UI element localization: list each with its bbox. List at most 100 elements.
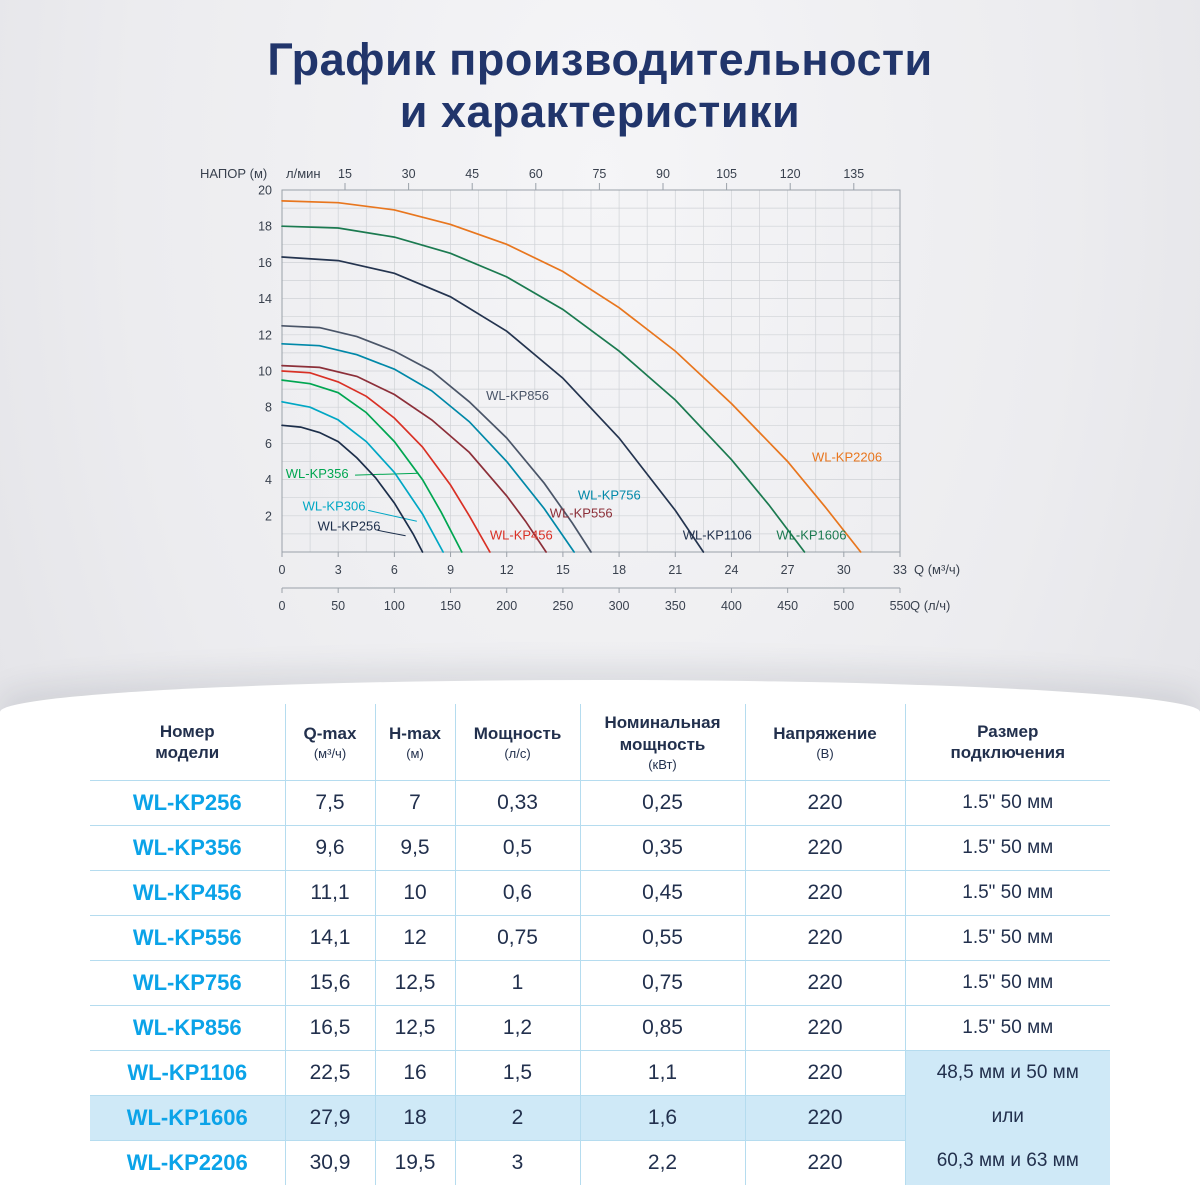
model-cell: WL-KP756 [89,960,286,1006]
power-cell: 1,2 [454,1005,581,1051]
bottom-tick-label: 6 [391,563,398,577]
size-line: или [991,1106,1024,1127]
page-title: График производительности и характеристи… [0,34,1200,138]
hmax-cell: 12 [374,915,456,961]
axis2-tick-label: 350 [665,599,686,613]
nominal-power-cell: 0,55 [579,915,746,961]
size-line: 48,5 мм и 50 мм [936,1062,1079,1083]
top-tick-label: 105 [716,167,737,181]
top-tick-label: 135 [843,167,864,181]
curve-WL-KP1606 [281,225,806,553]
nominal-power-cell: 0,35 [579,825,746,871]
hmax-cell: 10 [374,870,456,916]
voltage-cell: 220 [744,825,906,871]
bottom-tick-label: 15 [556,563,570,577]
y-tick-label: 20 [258,184,272,198]
axis2-tick-label: 100 [384,599,405,613]
nominal-power-cell: 1,1 [579,1050,746,1096]
curve-label-WL-KP2206: WL-KP2206 [812,450,882,465]
header-size: Размер подключения [904,703,1111,781]
bottom-tick-label: 0 [279,563,286,577]
hmax-cell: 19,5 [374,1140,456,1186]
voltage-cell: 220 [744,1005,906,1051]
curve-label-WL-KP356: WL-KP356 [286,466,349,481]
page-title-line2: и характеристики [399,86,801,138]
y-tick-label: 6 [265,437,272,451]
qmax-cell: 7,5 [284,780,376,826]
curve-label-WL-KP856: WL-KP856 [486,388,549,403]
table-row-WL-KP456: WL-KP456 11,1 10 0,6 0,45 220 1.5" 50 мм [89,870,1111,916]
voltage-cell: 220 [744,960,906,1006]
model-cell: WL-KP356 [89,825,286,871]
axis2-tick-label: 450 [777,599,798,613]
power-cell: 3 [454,1140,581,1186]
bottom-tick-label: 21 [668,563,682,577]
model-cell: WL-KP1606 [89,1095,286,1141]
axis2-tick-label: 200 [496,599,517,613]
table-row-WL-KP356: WL-KP356 9,6 9,5 0,5 0,35 220 1.5" 50 мм [89,825,1111,871]
spec-table: Номер модели Q-max (м³/ч) H-max (м) Мощнос… [89,703,1111,1186]
y-tick-label: 10 [258,365,272,379]
axis2-tick-label: 550 [890,599,911,613]
qmax-cell: 27,9 [284,1095,376,1141]
curve-WL-KP456 [281,370,491,553]
bottom-axis2-title: Q (л/ч) [910,598,950,613]
qmax-cell: 30,9 [284,1140,376,1186]
nominal-power-cell: 0,85 [579,1005,746,1051]
size-cell: 1.5" 50 мм [904,915,1111,961]
table-row-WL-KP2206: WL-KP2206 30,9 19,5 3 2,2 220 [89,1140,1110,1186]
top-tick-label: 75 [592,167,606,181]
power-cell: 0,6 [454,870,581,916]
size-line: 60,3 мм и 63 мм [936,1150,1079,1171]
power-cell: 0,5 [454,825,581,871]
curve-label-WL-KP306: WL-KP306 [303,498,366,513]
leader-WL-KP256 [377,529,406,537]
curve-label-WL-KP556: WL-KP556 [550,506,613,521]
curve-WL-KP1106 [281,256,705,553]
model-cell: WL-KP1106 [89,1050,286,1096]
size-cell: 1.5" 50 мм [904,1005,1111,1051]
model-cell: WL-KP856 [89,1005,286,1051]
y-tick-label: 18 [258,220,272,234]
curve-WL-KP256 [281,424,424,553]
curve-WL-KP856 [281,324,592,553]
axis2-tick-label: 300 [609,599,630,613]
header-hmax: H-max (м) [374,703,456,781]
qmax-cell: 11,1 [284,870,376,916]
bottom-tick-label: 12 [500,563,514,577]
power-cell: 2 [454,1095,581,1141]
nominal-power-cell: 0,75 [579,960,746,1006]
header-qmax: Q-max (м³/ч) [284,703,376,781]
nominal-power-cell: 0,25 [579,780,746,826]
top-tick-label: 45 [465,167,479,181]
qmax-cell: 16,5 [284,1005,376,1051]
qmax-cell: 22,5 [284,1050,376,1096]
axis2-tick-label: 150 [440,599,461,613]
hmax-cell: 7 [374,780,456,826]
bottom-tick-label: 30 [837,563,851,577]
top-tick-label: 120 [780,167,801,181]
curve-label-WL-KP756: WL-KP756 [578,488,641,503]
spec-panel: Номер модели Q-max (м³/ч) H-max (м) Мощнос… [0,680,1200,1200]
qmax-cell: 15,6 [284,960,376,1006]
table-row-WL-KP856: WL-KP856 16,5 12,5 1,2 0,85 220 1.5" 50 мм [89,1005,1111,1051]
hmax-cell: 9,5 [374,825,456,871]
model-cell: WL-KP256 [89,780,286,826]
nominal-power-cell: 0,45 [579,870,746,916]
model-cell: WL-KP2206 [89,1140,286,1186]
axis2-tick-label: 250 [552,599,573,613]
leader-WL-KP306 [368,509,417,522]
size-cell: 1.5" 50 мм [904,780,1111,826]
top-tick-label: 15 [338,167,352,181]
table-row-WL-KP1106: WL-KP1106 22,5 16 1,5 1,1 220 48,5 мм и 50 мм и… [89,1050,1111,1186]
header-model: Номер модели [89,703,286,781]
spec-table-header: Номер модели Q-max (м³/ч) H-max (м) Мощнос… [89,703,1111,781]
hmax-cell: 18 [374,1095,456,1141]
size-cell-merged: 48,5 мм и 50 мм или 60,3 мм и 63 мм [904,1050,1111,1186]
power-cell: 1 [454,960,581,1006]
curve-WL-KP756 [281,342,575,553]
table-row-WL-KP756: WL-KP756 15,6 12,5 1 0,75 220 1.5" 50 мм [89,960,1111,1006]
nominal-power-cell: 1,6 [579,1095,746,1141]
table-row-WL-KP1606: WL-KP1606 27,9 18 2 1,6 220 [89,1095,1110,1141]
model-cell: WL-KP556 [89,915,286,961]
